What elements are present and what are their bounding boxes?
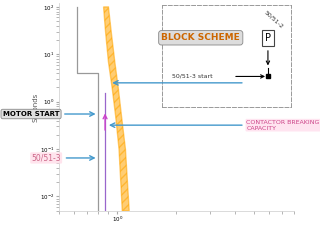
Text: CONTACTOR BREAKING
CAPACITY: CONTACTOR BREAKING CAPACITY — [246, 120, 320, 131]
Text: 50/51-3: 50/51-3 — [31, 153, 61, 163]
Text: MOTOR START: MOTOR START — [3, 111, 60, 117]
Text: 50/51-2: 50/51-2 — [246, 78, 276, 87]
Y-axis label: Seconds: Seconds — [33, 92, 39, 122]
Polygon shape — [104, 7, 129, 211]
